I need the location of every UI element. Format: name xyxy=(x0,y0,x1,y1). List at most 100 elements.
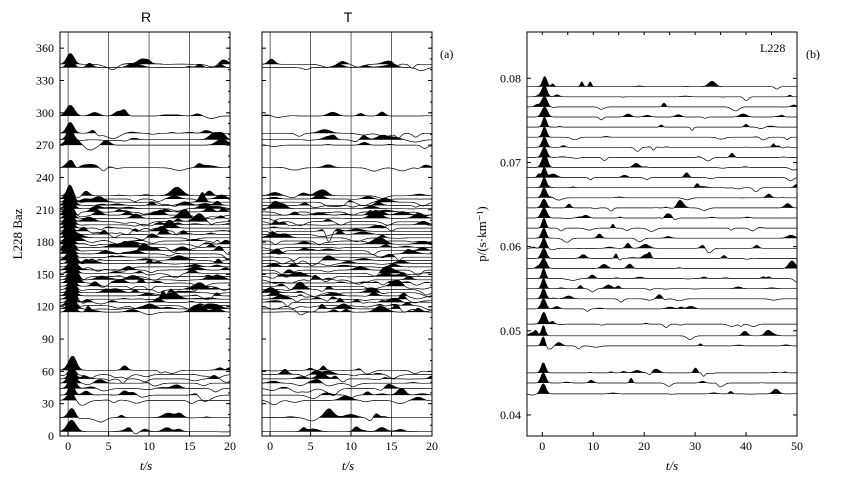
trace-positive-fill xyxy=(527,383,797,394)
trace-line xyxy=(527,96,798,112)
x-tick-label: 30 xyxy=(689,439,701,453)
trace-line xyxy=(59,233,231,248)
trace-line xyxy=(60,252,230,265)
trace-line xyxy=(262,197,433,207)
trace-line xyxy=(261,233,432,242)
trace-positive-fill xyxy=(262,306,432,313)
trace-line xyxy=(59,226,230,241)
trace-positive-fill xyxy=(60,239,230,251)
trace-positive-fill xyxy=(262,225,432,229)
x-tick-label: 5 xyxy=(106,439,112,453)
x-tick-label: 10 xyxy=(587,439,599,453)
trace-line xyxy=(60,267,231,281)
trace-line xyxy=(59,236,230,253)
panel-b-xticks: 0 10 20 30 40 50 xyxy=(539,32,803,453)
trace-positive-fill xyxy=(60,160,230,168)
y-tick-label: 210 xyxy=(36,203,54,217)
subplot-t-xticks: 0 5 10 15 20 xyxy=(267,432,438,453)
trace-positive-fill xyxy=(262,244,432,248)
trace-positive-fill xyxy=(60,223,230,235)
trace-positive-fill xyxy=(262,129,432,134)
x-tick-label: 15 xyxy=(184,439,196,453)
trace-positive-fill xyxy=(60,226,230,238)
trace-line xyxy=(527,268,797,283)
trace-line xyxy=(262,408,432,422)
y-tick-label: 0.06 xyxy=(500,240,521,254)
trace-positive-fill xyxy=(60,210,230,222)
trace-line xyxy=(527,336,797,350)
trace-positive-fill xyxy=(262,384,432,389)
trace-positive-fill xyxy=(60,356,230,371)
trace-line xyxy=(60,372,230,387)
trace-line xyxy=(261,194,432,203)
trace-positive-fill xyxy=(60,192,230,203)
trace-line xyxy=(262,209,433,216)
trace-positive-fill xyxy=(527,187,797,198)
trace-line xyxy=(60,267,230,288)
trace-line xyxy=(527,187,797,201)
trace-line xyxy=(262,58,432,69)
subplot-r: 0 5 10 15 20 0 30 60 90 120 150 180 210 240 270 300 330… xyxy=(10,9,236,473)
trace-line xyxy=(527,298,797,312)
trace-positive-fill xyxy=(262,142,432,146)
trace-line xyxy=(60,259,231,273)
trace-line xyxy=(527,136,797,152)
trace-positive-fill xyxy=(262,369,432,375)
trace-positive-fill xyxy=(527,372,797,383)
trace-line xyxy=(59,127,231,142)
trace-positive-fill xyxy=(60,207,230,219)
trace-positive-fill xyxy=(262,202,432,206)
trace-positive-fill xyxy=(262,237,432,245)
panel-b: 0 10 20 30 40 50 0.04 0.05 0.06 0.07 0.08 L228 (b… xyxy=(474,31,820,473)
y-tick-label: 0.05 xyxy=(500,324,521,338)
trace-positive-fill xyxy=(262,219,432,222)
subplot-r-traces xyxy=(59,53,231,435)
trace-line xyxy=(527,258,798,269)
trace-positive-fill xyxy=(60,275,230,287)
subplot-r-xlabel: t/s xyxy=(140,458,152,473)
trace-line xyxy=(262,260,432,267)
trace-positive-fill xyxy=(60,197,230,206)
trace-line xyxy=(59,104,230,119)
trace-line xyxy=(527,85,797,102)
trace-line xyxy=(527,227,798,243)
panel-b-tag: (b) xyxy=(806,47,820,61)
trace-line xyxy=(59,298,231,315)
trace-positive-fill xyxy=(60,197,230,209)
subplot-t-yticks xyxy=(262,36,432,437)
y-tick-label: 360 xyxy=(36,41,54,55)
trace-positive-fill xyxy=(527,238,797,249)
trace-positive-fill xyxy=(527,298,797,309)
trace-line xyxy=(60,184,230,199)
trace-positive-fill xyxy=(262,63,432,68)
panel-b-traces xyxy=(526,76,798,396)
trace-positive-fill xyxy=(527,248,797,259)
y-tick-label: 120 xyxy=(36,300,54,314)
trace-positive-fill xyxy=(262,266,432,274)
trace-positive-fill xyxy=(262,112,432,116)
trace-line xyxy=(262,201,432,208)
trace-line xyxy=(60,383,230,402)
trace-line xyxy=(59,204,230,219)
trace-positive-fill xyxy=(527,325,797,336)
trace-line xyxy=(59,213,231,227)
trace-positive-fill xyxy=(527,336,797,346)
trace-line xyxy=(261,302,432,311)
trace-positive-fill xyxy=(262,388,432,396)
trace-positive-fill xyxy=(60,236,230,248)
y-tick-label: 0.07 xyxy=(500,155,521,169)
trace-line xyxy=(262,274,432,285)
panel-a-ylabel: L228 Baz xyxy=(10,208,25,259)
trace-positive-fill xyxy=(60,229,230,241)
trace-positive-fill xyxy=(527,137,797,148)
trace-positive-fill xyxy=(262,164,432,168)
y-tick-label: 180 xyxy=(36,235,54,249)
trace-line xyxy=(527,198,797,212)
trace-positive-fill xyxy=(60,127,230,140)
trace-line xyxy=(262,297,433,307)
trace-positive-fill xyxy=(60,122,230,134)
trace-line xyxy=(527,247,797,261)
trace-positive-fill xyxy=(60,185,230,196)
trace-line xyxy=(60,392,230,406)
trace-line xyxy=(262,266,433,277)
